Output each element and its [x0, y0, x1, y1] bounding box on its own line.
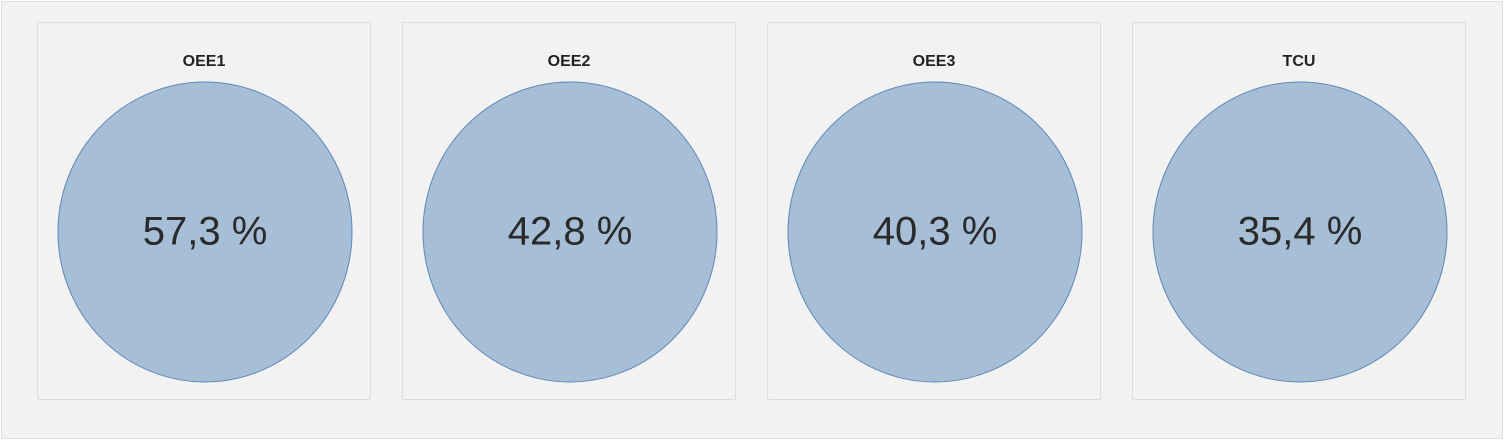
kpi-value: 57,3 %	[143, 210, 268, 254]
kpi-title: OEE2	[547, 53, 591, 70]
kpi-circle	[787, 81, 1083, 383]
kpi-card: 35,4 % TCU	[1132, 22, 1466, 400]
kpi-card: 42,8 % OEE2	[402, 22, 736, 400]
kpi-graphic: 57,3 %	[57, 81, 353, 383]
kpi-value: 40,3 %	[873, 210, 998, 254]
kpi-circle	[57, 81, 353, 383]
kpi-title: OEE1	[182, 53, 226, 70]
kpi-graphic: 35,4 %	[1152, 81, 1448, 383]
kpi-graphic: 42,8 %	[422, 81, 718, 383]
kpi-title: OEE3	[912, 53, 956, 70]
kpi-card: 40,3 % OEE3	[767, 22, 1101, 400]
kpi-graphic: 40,3 %	[787, 81, 1083, 383]
kpi-circle	[1152, 81, 1448, 383]
kpi-value: 35,4 %	[1238, 210, 1363, 254]
kpi-card: 57,3 % OEE1	[37, 22, 371, 400]
kpi-title: TCU	[1282, 53, 1316, 70]
kpi-value: 42,8 %	[508, 210, 633, 254]
kpi-circle	[422, 81, 718, 383]
